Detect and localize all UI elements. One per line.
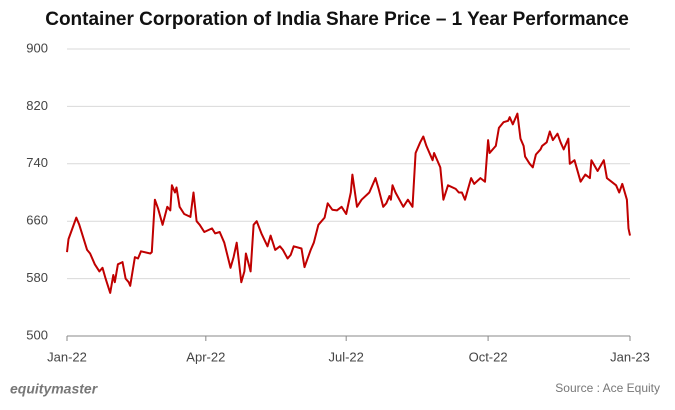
- price-line: [66, 112, 631, 294]
- y-tick-label: 500: [26, 327, 48, 342]
- chart-title: Container Corporation of India Share Pri…: [45, 9, 629, 30]
- y-tick-label: 740: [26, 155, 48, 170]
- y-tick-label: 580: [26, 270, 48, 285]
- source: Source : Ace Equity: [555, 381, 660, 395]
- brand: equitymaster: [10, 381, 99, 397]
- y-tick-label: 900: [26, 40, 48, 55]
- x-tick-label: Jan-23: [610, 349, 650, 364]
- y-tick-label: 660: [26, 213, 48, 228]
- x-tick-label: Jan-22: [47, 349, 87, 364]
- x-tick-label: Apr-22: [186, 349, 225, 364]
- y-tick-label: 820: [26, 98, 48, 113]
- x-tick-label: Oct-22: [469, 349, 508, 364]
- x-tick-label: Jul-22: [328, 349, 363, 364]
